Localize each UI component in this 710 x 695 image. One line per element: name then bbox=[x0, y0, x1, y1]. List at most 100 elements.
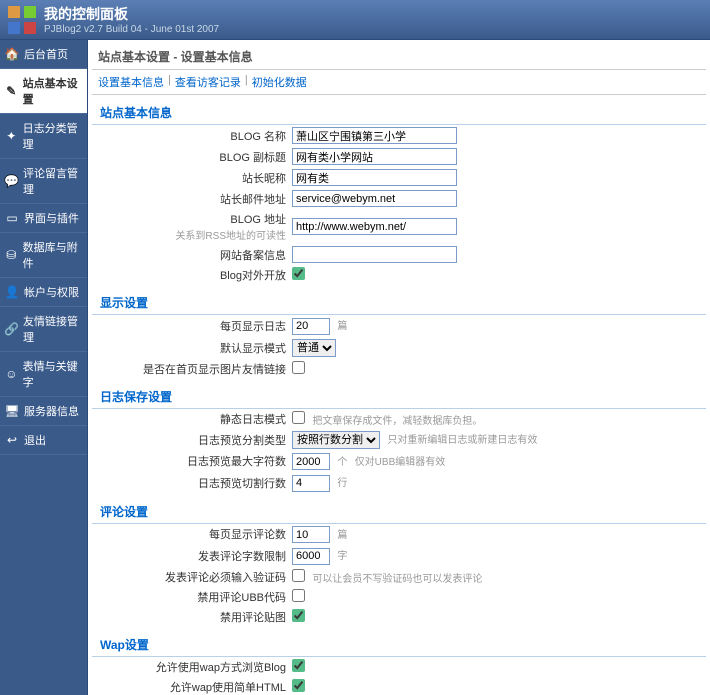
wapbrowse-label: 允许使用wap方式浏览Blog bbox=[92, 659, 292, 675]
sidebar-label-4: 界面与插件 bbox=[24, 210, 79, 226]
sidebar-icon-0: 🏠 bbox=[4, 46, 20, 62]
email-label: 站长邮件地址 bbox=[92, 191, 292, 207]
blog-name-input[interactable] bbox=[292, 127, 457, 144]
homelinks-label: 是否在首页显示图片友情链接 bbox=[92, 361, 292, 377]
section-display-title: 显示设置 bbox=[92, 291, 706, 315]
homelinks-checkbox[interactable] bbox=[292, 361, 305, 374]
sidebar-label-10: 退出 bbox=[24, 432, 46, 448]
pagetype-select[interactable]: 按照行数分割 bbox=[292, 431, 380, 449]
cperpage-input[interactable] bbox=[292, 526, 330, 543]
sidebar-label-1: 站点基本设置 bbox=[23, 75, 83, 107]
sidebar-label-2: 日志分类管理 bbox=[23, 120, 83, 152]
static-checkbox[interactable] bbox=[292, 411, 305, 424]
cmax-input[interactable] bbox=[292, 548, 330, 565]
section-site-info-title: 站点基本信息 bbox=[92, 101, 706, 125]
maxchars-suffix: 个 bbox=[337, 457, 347, 468]
cmax-label: 发表评论字数限制 bbox=[92, 548, 292, 564]
pagetype-hint: 只对重新编辑日志或新建日志有效 bbox=[387, 435, 537, 446]
blog-sub-input[interactable] bbox=[292, 148, 457, 165]
sidebar-label-8: 表情与关键字 bbox=[23, 358, 83, 390]
sidebar-item-10[interactable]: ↩退出 bbox=[0, 426, 87, 455]
captcha-hint: 可以让会员不写验证码也可以发表评论 bbox=[312, 574, 482, 585]
wapbrowse-checkbox[interactable] bbox=[292, 659, 305, 672]
sidebar-item-3[interactable]: 💬评论留言管理 bbox=[0, 159, 87, 204]
tab-2[interactable]: 初始化数据 bbox=[252, 74, 307, 90]
noimg-checkbox[interactable] bbox=[292, 609, 305, 622]
email-input[interactable] bbox=[292, 190, 457, 207]
sidebar-icon-4: ▭ bbox=[4, 210, 20, 226]
cmax-suffix: 字 bbox=[337, 551, 347, 562]
app-logo bbox=[8, 6, 36, 34]
static-hint: 把文章保存成文件，减轻数据库负担。 bbox=[312, 416, 482, 427]
cutlines-label: 日志预览切割行数 bbox=[92, 475, 292, 491]
page-title: 站点基本设置 - 设置基本信息 bbox=[92, 44, 706, 70]
sidebar-item-5[interactable]: ⛁数据库与附件 bbox=[0, 233, 87, 278]
sidebar-icon-5: ⛁ bbox=[4, 247, 19, 263]
perpage-label: 每页显示日志 bbox=[92, 318, 292, 334]
beian-label: 网站备案信息 bbox=[92, 247, 292, 263]
nickname-input[interactable] bbox=[292, 169, 457, 186]
open-checkbox[interactable] bbox=[292, 267, 305, 280]
section-save-title: 日志保存设置 bbox=[92, 385, 706, 409]
noubb-checkbox[interactable] bbox=[292, 589, 305, 602]
nickname-label: 站长昵称 bbox=[92, 170, 292, 186]
section-wap-title: Wap设置 bbox=[92, 633, 706, 657]
waphtml-label: 允许wap使用简单HTML bbox=[92, 679, 292, 695]
sidebar-icon-6: 👤 bbox=[4, 284, 20, 300]
sidebar-item-7[interactable]: 🔗友情链接管理 bbox=[0, 307, 87, 352]
cperpage-label: 每页显示评论数 bbox=[92, 526, 292, 542]
sidebar-label-5: 数据库与附件 bbox=[23, 239, 83, 271]
sidebar-label-7: 友情链接管理 bbox=[23, 313, 83, 345]
captcha-checkbox[interactable] bbox=[292, 569, 305, 582]
url-input[interactable] bbox=[292, 218, 457, 235]
sidebar-icon-2: ✦ bbox=[4, 128, 19, 144]
url-label: BLOG 地址 bbox=[230, 214, 286, 226]
app-title: 我的控制面板 bbox=[44, 4, 219, 24]
sidebar-item-1[interactable]: ✎站点基本设置 bbox=[0, 69, 87, 114]
perpage-suffix: 篇 bbox=[337, 321, 347, 332]
tab-0[interactable]: 设置基本信息 bbox=[98, 74, 164, 90]
section-comment-title: 评论设置 bbox=[92, 500, 706, 524]
noimg-label: 禁用评论贴图 bbox=[92, 609, 292, 625]
sidebar-item-6[interactable]: 👤帐户与权限 bbox=[0, 278, 87, 307]
sidebar-item-0[interactable]: 🏠后台首页 bbox=[0, 40, 87, 69]
sidebar-item-9[interactable]: 🖥服务器信息 bbox=[0, 397, 87, 426]
sidebar-icon-7: 🔗 bbox=[4, 321, 19, 337]
main-content: 站点基本设置 - 设置基本信息 设置基本信息|查看访客记录|初始化数据 站点基本… bbox=[88, 40, 710, 695]
tabs: 设置基本信息|查看访客记录|初始化数据 bbox=[92, 70, 706, 95]
noubb-label: 禁用评论UBB代码 bbox=[92, 589, 292, 605]
sidebar: 🏠后台首页✎站点基本设置✦日志分类管理💬评论留言管理▭界面与插件⛁数据库与附件👤… bbox=[0, 40, 88, 695]
waphtml-checkbox[interactable] bbox=[292, 679, 305, 692]
sidebar-item-8[interactable]: ☺表情与关键字 bbox=[0, 352, 87, 397]
captcha-label: 发表评论必须输入验证码 bbox=[92, 569, 292, 585]
sidebar-icon-9: 🖥 bbox=[4, 403, 20, 419]
url-hint: 关系到RSS地址的可读性 bbox=[96, 227, 286, 242]
sidebar-icon-10: ↩ bbox=[4, 432, 20, 448]
sidebar-item-2[interactable]: ✦日志分类管理 bbox=[0, 114, 87, 159]
perpage-input[interactable] bbox=[292, 318, 330, 335]
blog-name-label: BLOG 名称 bbox=[92, 128, 292, 144]
app-header: 我的控制面板 PJBlog2 v2.7 Build 04 - June 01st… bbox=[0, 0, 710, 40]
cutlines-input[interactable] bbox=[292, 475, 330, 492]
beian-input[interactable] bbox=[292, 246, 457, 263]
sidebar-label-3: 评论留言管理 bbox=[23, 165, 83, 197]
app-subtitle: PJBlog2 v2.7 Build 04 - June 01st 2007 bbox=[44, 24, 219, 35]
sidebar-item-4[interactable]: ▭界面与插件 bbox=[0, 204, 87, 233]
sidebar-label-6: 帐户与权限 bbox=[24, 284, 79, 300]
sidebar-label-0: 后台首页 bbox=[24, 46, 68, 62]
sidebar-icon-8: ☺ bbox=[4, 366, 19, 382]
mode-label: 默认显示模式 bbox=[92, 340, 292, 356]
tab-1[interactable]: 查看访客记录 bbox=[175, 74, 241, 90]
blog-sub-label: BLOG 副标题 bbox=[92, 149, 292, 165]
cperpage-suffix: 篇 bbox=[337, 530, 347, 541]
static-label: 静态日志模式 bbox=[92, 411, 292, 427]
sidebar-icon-1: ✎ bbox=[4, 83, 19, 99]
pagetype-label: 日志预览分割类型 bbox=[92, 432, 292, 448]
maxchars-input[interactable] bbox=[292, 453, 330, 470]
maxchars-label: 日志预览最大字符数 bbox=[92, 453, 292, 469]
maxchars-hint: 仅对UBB编辑器有效 bbox=[355, 457, 446, 468]
sidebar-label-9: 服务器信息 bbox=[24, 403, 79, 419]
sidebar-icon-3: 💬 bbox=[4, 173, 19, 189]
mode-select[interactable]: 普通 bbox=[292, 339, 336, 357]
cutlines-suffix: 行 bbox=[337, 478, 347, 489]
